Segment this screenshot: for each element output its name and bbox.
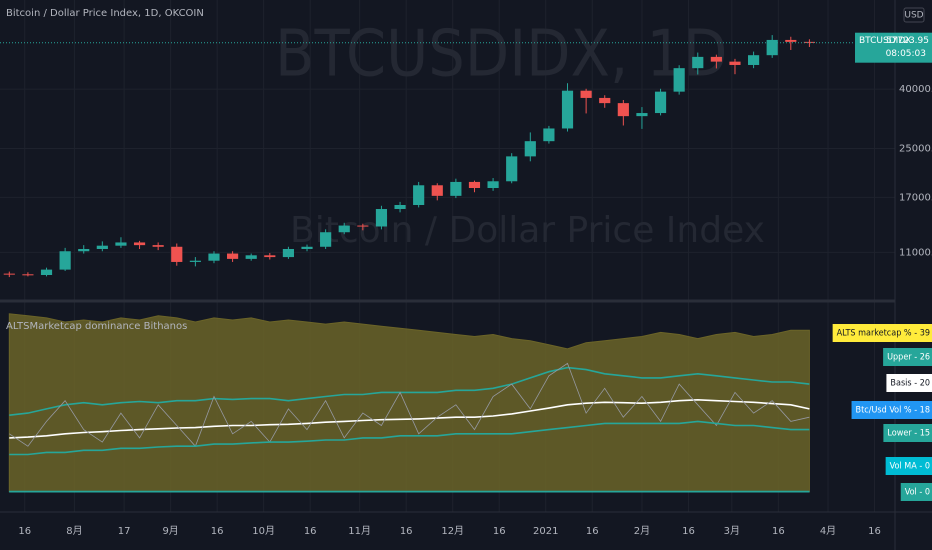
currency-box[interactable] [903, 7, 925, 23]
candle-body [320, 232, 332, 247]
series-line [9, 420, 810, 456]
countdown: 08:05:03 [886, 49, 926, 59]
series-tag: Basis - 20 [890, 379, 930, 389]
y-tick-label: 25000.00 [899, 144, 932, 155]
symbol-tag: BTCUSDIDX [859, 36, 911, 46]
candle-body [208, 253, 220, 261]
candle-body [692, 56, 704, 69]
candle-body [506, 156, 518, 182]
series-line [9, 366, 810, 416]
x-tick-label: 16 [400, 526, 413, 537]
candle-body [115, 242, 127, 246]
candle-body [133, 242, 146, 246]
series-tag-box [885, 457, 932, 475]
x-tick-label: 16 [18, 526, 31, 537]
candle-body [394, 204, 406, 210]
candle-body [561, 90, 574, 129]
series-tag: Vol - 0 [905, 488, 930, 498]
series-tag: Btc/Usd Vol % - 18 [856, 406, 930, 416]
candle-body [803, 41, 815, 43]
candle-body [171, 246, 183, 262]
x-tick-label: 12月 [441, 525, 464, 537]
candle-body [710, 56, 722, 62]
candle-body [189, 260, 201, 262]
series-tag: Lower - 15 [887, 429, 930, 439]
indicator-title: ALTSMarketcap dominance Bithanos [6, 321, 187, 332]
candle-body [227, 253, 239, 259]
candle-body [59, 251, 71, 270]
watermark-symbol: BTCUSDIDX, 1D [275, 18, 727, 92]
y-tick-label: 40000.00 [899, 84, 932, 95]
x-tick-label: 11月 [348, 525, 371, 537]
candle-body [3, 273, 15, 275]
series-tag: ALTS marketcap % - 39 [837, 329, 930, 339]
candle-body [468, 181, 481, 189]
candle-body [729, 61, 741, 65]
y-tick-label: 17000.00 [899, 192, 932, 203]
candle-body [338, 225, 350, 233]
candle-body [40, 269, 53, 275]
x-tick-label: 16 [211, 526, 224, 537]
series-tag: Upper - 26 [887, 353, 930, 363]
candle-body [152, 245, 164, 247]
series-tag-box [832, 324, 932, 342]
series-tag-box [883, 424, 932, 442]
x-tick-label: 17 [118, 526, 131, 537]
candle-body [357, 225, 369, 227]
x-tick-label: 3月 [724, 525, 740, 537]
candle-body [301, 246, 313, 249]
series-line [9, 362, 810, 447]
candle-body [375, 209, 388, 227]
candle-body [487, 181, 499, 189]
x-tick-label: 2月 [634, 525, 650, 537]
candle-body [580, 90, 592, 98]
x-tick-label: 16 [772, 526, 785, 537]
watermark-name: Bitcoin / Dollar Price Index [290, 210, 765, 251]
series-tag-box [886, 374, 932, 392]
candle-body [450, 181, 462, 196]
candle-body [543, 128, 555, 142]
candle-body [282, 248, 294, 258]
x-tick-label: 10月 [252, 525, 275, 537]
series-tag-box [851, 401, 932, 419]
candle-body [748, 55, 760, 65]
x-tick-label: 16 [304, 526, 317, 537]
candle-body [636, 113, 648, 117]
y-tick-label: 11000.00 [899, 247, 932, 258]
x-tick-label: 16 [682, 526, 695, 537]
series-tag: Vol MA - 0 [890, 462, 930, 472]
area [8, 313, 810, 493]
candle-body [245, 255, 257, 259]
chart-title: Bitcoin / Dollar Price Index, 1D, OKCOIN [6, 8, 204, 19]
x-tick-label: 16 [493, 526, 506, 537]
candle-body [413, 185, 425, 205]
x-tick-label: 2021 [533, 526, 558, 537]
series-tag-box [900, 483, 932, 501]
candle-body [524, 141, 536, 157]
x-tick-label: 4月 [820, 525, 836, 537]
last-price-tag [855, 32, 932, 63]
last-price: 57723.95 [886, 36, 929, 46]
candle-body [617, 103, 629, 117]
x-tick-label: 8月 [66, 525, 82, 537]
x-tick-label: 9月 [162, 525, 178, 537]
candle-body [431, 185, 443, 196]
series-tag-box [883, 348, 932, 366]
candle-body [264, 255, 276, 258]
currency[interactable]: USD [904, 11, 923, 21]
series-line [9, 398, 810, 439]
candle-body [22, 274, 34, 276]
candle-body [673, 68, 685, 92]
candle-body [654, 91, 667, 114]
x-tick-label: 16 [868, 526, 881, 537]
x-tick-label: 16 [586, 526, 599, 537]
candle-body [78, 248, 90, 252]
candle-body [96, 245, 108, 249]
candle-body [766, 39, 778, 56]
candle-body [599, 97, 611, 104]
candle-body [785, 39, 797, 42]
